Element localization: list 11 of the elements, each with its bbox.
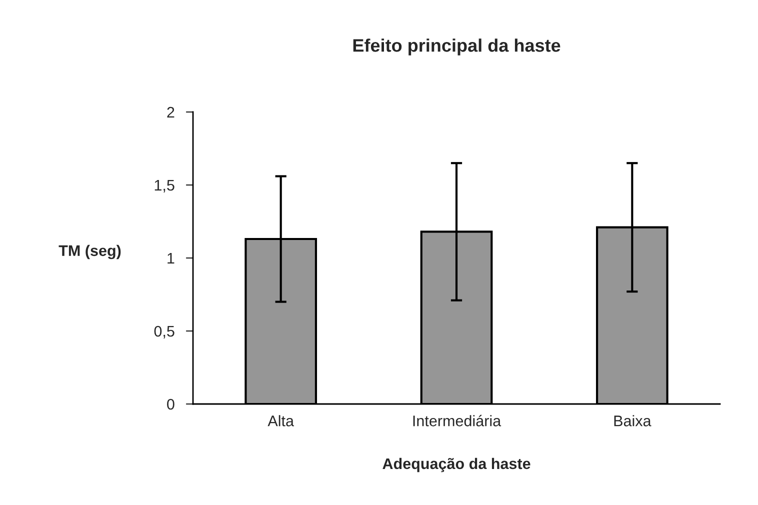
x-tick-label: Baixa bbox=[614, 415, 652, 426]
y-tick-label: 1 bbox=[168, 253, 174, 264]
chart-title: Efeito principal da haste bbox=[353, 38, 560, 56]
x-axis-title: Adequação da haste bbox=[382, 458, 530, 472]
y-tick-label: 1,5 bbox=[154, 180, 174, 192]
y-tick-label: 2 bbox=[167, 106, 174, 118]
y-axis-title: TM (seg) bbox=[58, 244, 121, 260]
y-tick-label: 0 bbox=[167, 398, 174, 410]
x-tick-label: Intermediária bbox=[413, 414, 502, 426]
y-tick-label: 0,5 bbox=[154, 326, 174, 338]
x-tick-label: Alta bbox=[268, 415, 294, 426]
